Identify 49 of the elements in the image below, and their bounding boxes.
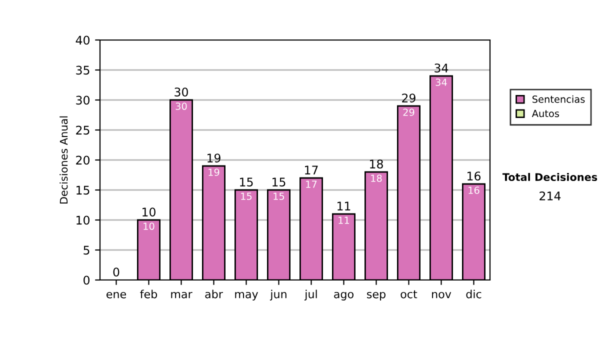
x-tick-label: jun: [270, 290, 286, 300]
legend-label: Sentencias: [532, 95, 585, 103]
y-tick-label: 5: [84, 246, 90, 255]
total-label: 18: [370, 160, 383, 169]
x-tick-label: ago: [334, 292, 354, 300]
data-label: 19: [208, 168, 220, 176]
x-tick-label: mar: [171, 292, 192, 298]
total-label: 15: [272, 178, 286, 187]
total-label: 16: [468, 172, 481, 181]
data-label: 10: [144, 222, 154, 230]
data-label: 15: [274, 192, 284, 200]
total-label: 30: [174, 88, 188, 97]
total-label: 10: [142, 208, 156, 217]
x-tick-label: dic: [466, 290, 482, 298]
total-label: 29: [402, 94, 416, 103]
x-tick-label: feb: [140, 290, 158, 298]
legend-label: Autos: [532, 110, 560, 118]
x-tick-label: ene: [106, 292, 126, 298]
total-label: 15: [240, 178, 253, 187]
data-label: 34: [436, 78, 447, 86]
y-tick-label: 25: [76, 126, 90, 135]
y-tick-label: 15: [76, 186, 90, 195]
y-tick-label: 20: [76, 156, 90, 165]
data-label: 16: [468, 186, 480, 194]
x-tick-label: oct: [400, 290, 418, 298]
x-tick-label: nov: [432, 292, 452, 298]
text: Total Decisiones: [502, 172, 598, 182]
y-tick-label: 35: [76, 66, 90, 75]
y-tick-label: 30: [76, 96, 90, 105]
total-label: 17: [305, 166, 318, 174]
data-label: 11: [338, 216, 350, 224]
data-label: 29: [403, 108, 414, 116]
total-label: 0: [113, 268, 120, 277]
total-label: 19: [208, 154, 220, 163]
text: 214: [540, 191, 561, 200]
data-label: 30: [176, 102, 187, 110]
total-label: 11: [338, 202, 350, 210]
y-axis-title: Decisiones Anual: [60, 116, 68, 204]
y-tick-label: 40: [76, 36, 90, 45]
y-tick-label: 10: [76, 216, 90, 225]
data-label: 15: [241, 192, 252, 200]
x-tick-label: sep: [367, 292, 386, 300]
x-tick-label: jul: [304, 290, 317, 300]
data-label: 17: [306, 180, 317, 188]
x-tick-label: may: [235, 292, 258, 300]
y-tick-label: 0: [84, 276, 90, 285]
total-label: 34: [434, 64, 448, 73]
x-tick-label: abr: [205, 290, 223, 298]
data-label: 18: [371, 174, 382, 182]
